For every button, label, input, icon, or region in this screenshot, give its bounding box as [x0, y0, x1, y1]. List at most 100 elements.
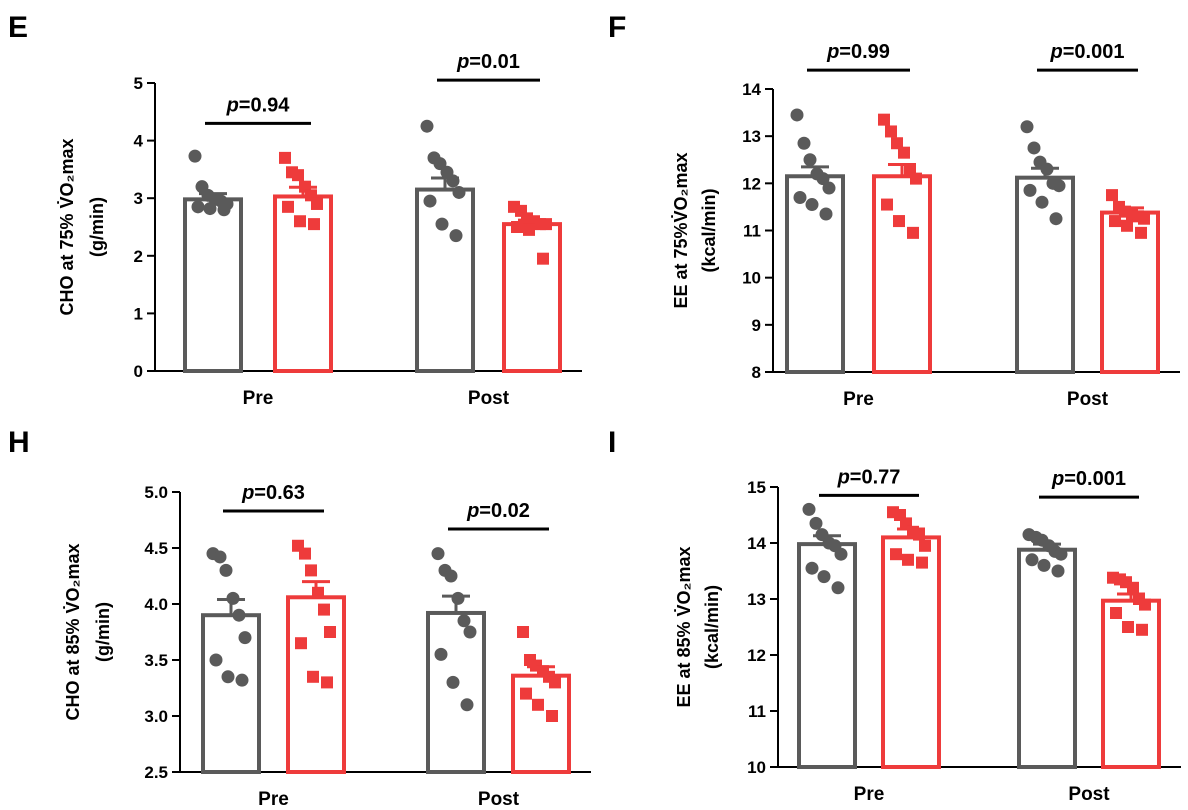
panel-F: F 8 9 10 11 12 13 14 EE at 75%V̇O₂max (kcal/min) P… [608, 11, 1180, 410]
bar-treatment-post [502, 222, 562, 373]
point-control-post [449, 229, 463, 243]
point-control-pre [226, 591, 240, 605]
point-treatment-pre [305, 564, 317, 577]
y-tick-label: 11 [743, 222, 761, 241]
y-tick-label: 3.0 [144, 707, 168, 726]
y-tick-label: 3 [134, 189, 143, 208]
y-tick-label: 2.5 [144, 763, 168, 782]
point-treatment-post [1109, 215, 1121, 228]
bar-control-post [426, 610, 486, 775]
point-control-post [435, 217, 449, 231]
x-category-label: Post [1067, 389, 1109, 410]
x-category-label: Pre [854, 784, 885, 805]
y-tick-label: 4.5 [144, 539, 168, 558]
point-control-post [1020, 120, 1034, 134]
point-treatment-pre [292, 169, 304, 182]
y-tick-label: 4 [134, 132, 144, 151]
point-control-pre [819, 207, 833, 221]
point-treatment-post [517, 626, 529, 638]
point-treatment-pre [878, 113, 890, 126]
point-control-pre [797, 136, 811, 150]
y-tick-label: 13 [742, 127, 761, 146]
point-control-post [463, 625, 477, 639]
y-tick-label: 12 [742, 174, 761, 193]
point-control-pre [834, 547, 848, 561]
point-control-post [444, 569, 458, 583]
y-tick-label: 1 [134, 304, 143, 323]
point-control-post [1027, 141, 1041, 155]
point-treatment-pre [891, 137, 903, 150]
p-value-label: p=0.63 [241, 482, 305, 504]
point-control-pre [831, 581, 845, 595]
x-category-label: Pre [843, 389, 874, 410]
panel-H: H 2.5 3.0 3.5 4.0 4.5 5.0 CHO at 85% V̇O₂max (g/… [8, 426, 591, 810]
y-tick-label: 13 [747, 590, 766, 609]
point-treatment-post [1127, 581, 1139, 594]
y-tick-label: 2 [134, 247, 143, 266]
point-treatment-pre [881, 198, 893, 211]
point-treatment-pre [324, 626, 336, 638]
point-control-pre [191, 200, 205, 214]
y-tick-label: 5 [134, 74, 143, 93]
y-tick-label: 14 [742, 80, 761, 99]
point-treatment-pre [312, 586, 324, 599]
y-axis-label: CHO at 75% V̇O₂max [56, 138, 77, 315]
point-treatment-pre [294, 215, 306, 228]
point-control-post [433, 157, 447, 171]
point-control-pre [809, 516, 823, 530]
point-control-post [434, 647, 448, 661]
point-treatment-post [1139, 598, 1151, 611]
point-treatment-post [1110, 607, 1122, 619]
point-control-pre [805, 561, 819, 575]
p-value-label: p=0.77 [837, 466, 901, 488]
y-tick-label: 4.0 [144, 595, 168, 614]
point-treatment-pre [885, 125, 897, 138]
x-category-label: Pre [243, 388, 274, 409]
point-control-post [1025, 553, 1039, 567]
point-treatment-pre [907, 226, 919, 239]
p-value-label: p=0.02 [466, 500, 530, 522]
point-control-post [1037, 558, 1051, 572]
point-control-post [1023, 183, 1037, 197]
point-control-post [1054, 547, 1068, 561]
point-treatment-post [1138, 212, 1150, 225]
point-control-pre [817, 570, 831, 584]
y-tick-label: 10 [742, 269, 761, 288]
y-tick-label: 11 [748, 702, 766, 721]
point-control-pre [232, 608, 246, 622]
bar-control-post [415, 187, 475, 373]
y-axis-label: EE at 75%V̇O₂max [670, 152, 691, 308]
point-control-post [460, 698, 474, 712]
point-treatment-pre [890, 548, 902, 561]
y-tick-label: 12 [747, 646, 766, 665]
point-treatment-pre [916, 556, 928, 569]
y-tick-label: 8 [752, 363, 761, 382]
y-axis-unit: (kcal/min) [702, 585, 722, 669]
panel-E: E 0 1 2 3 4 5 CHO at 75% V̇O₂max (g/min) Pre p=0.9… [8, 11, 582, 409]
panel-letter: I [608, 426, 616, 459]
bar-treatment-post [1100, 210, 1160, 374]
y-tick-label: 5.0 [144, 483, 168, 502]
point-control-post [451, 591, 465, 605]
point-control-post [1035, 195, 1049, 209]
point-control-post [452, 185, 466, 199]
point-treatment-pre [321, 676, 333, 689]
panel-I: I 10 11 12 13 14 15 EE at 85% V̇O₂max (kcal/min)… [608, 426, 1181, 805]
y-tick-label: 3.5 [144, 651, 168, 670]
point-treatment-pre [311, 197, 323, 210]
x-category-label: Post [1068, 784, 1110, 805]
point-control-pre [822, 181, 836, 195]
point-treatment-pre [910, 172, 922, 185]
point-control-pre [805, 198, 819, 212]
panel-letter: H [8, 426, 30, 459]
p-value-label: p=0.99 [826, 41, 890, 63]
point-treatment-pre [919, 539, 931, 552]
point-control-post [1052, 179, 1066, 193]
point-control-pre [803, 153, 817, 167]
point-treatment-post [549, 676, 561, 689]
point-control-post [457, 614, 471, 628]
point-treatment-pre [307, 670, 319, 683]
y-tick-label: 15 [747, 478, 766, 497]
point-treatment-post [1106, 189, 1118, 202]
